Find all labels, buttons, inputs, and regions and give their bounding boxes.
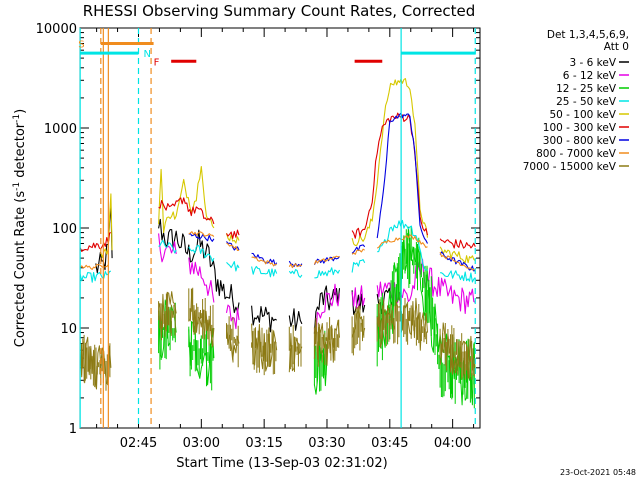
chart-title: RHESSI Observing Summary Count Rates, Co… — [83, 2, 476, 20]
legend-label: 100 - 300 keV — [543, 122, 617, 134]
legend-label: 300 - 800 keV — [543, 135, 617, 147]
y-tick-label: 100 — [52, 222, 77, 237]
x-tick-label: 03:15 — [245, 436, 282, 451]
x-tick-label: 02:45 — [120, 436, 157, 451]
vertical-markers — [79, 28, 476, 428]
series-line — [79, 231, 476, 271]
legend-label: 7000 - 15000 keV — [523, 161, 617, 173]
legend-label: 6 - 12 keV — [563, 70, 617, 82]
plot-frame — [79, 27, 481, 429]
series-noise — [79, 287, 475, 391]
x-tick-labels: 02:45 03:00 03:15 03:30 03:45 04:00 — [120, 436, 472, 451]
legend-label: 50 - 100 keV — [549, 109, 616, 121]
flag-label-flare-1: F — [154, 57, 160, 68]
x-tick-label: 04:00 — [434, 436, 471, 451]
y-tick-label: 10000 — [36, 22, 77, 37]
legend-label: 3 - 6 keV — [569, 57, 616, 69]
series-line — [79, 112, 476, 252]
series-line — [100, 78, 476, 264]
y-axis-label: Corrected Count Rate (s-1 detector-1) — [12, 109, 28, 347]
flag-label-saa: S — [78, 39, 84, 50]
render-timestamp: 23-Oct-2021 05:48 — [560, 468, 636, 477]
legend-header: Att 0 — [604, 41, 629, 53]
x-axis-label: Start Time (13-Sep-03 02:31:02) — [176, 456, 387, 471]
legend-label: 12 - 25 keV — [556, 83, 617, 95]
series-line — [79, 219, 476, 283]
y-tick-label: 1000 — [44, 122, 77, 137]
legend-header: Det 1,3,4,5,6,9, — [547, 29, 629, 41]
y-tick-labels: 1 10 100 1000 10000 — [36, 22, 77, 437]
flag-bars: S NF — [78, 39, 476, 68]
y-tick-label: 10 — [60, 322, 77, 337]
legend-label: 25 - 50 keV — [556, 96, 617, 108]
legend-label: 800 - 7000 keV — [536, 148, 617, 160]
y-tick-label: 1 — [69, 422, 77, 437]
x-tick-label: 03:00 — [183, 436, 220, 451]
series-layer — [79, 78, 476, 409]
flag-label-night: N — [144, 49, 151, 60]
x-tick-label: 03:45 — [371, 436, 408, 451]
series-line — [188, 112, 476, 272]
x-tick-label: 03:30 — [308, 436, 345, 451]
axis-ticks — [80, 27, 480, 429]
series-line — [95, 203, 393, 334]
